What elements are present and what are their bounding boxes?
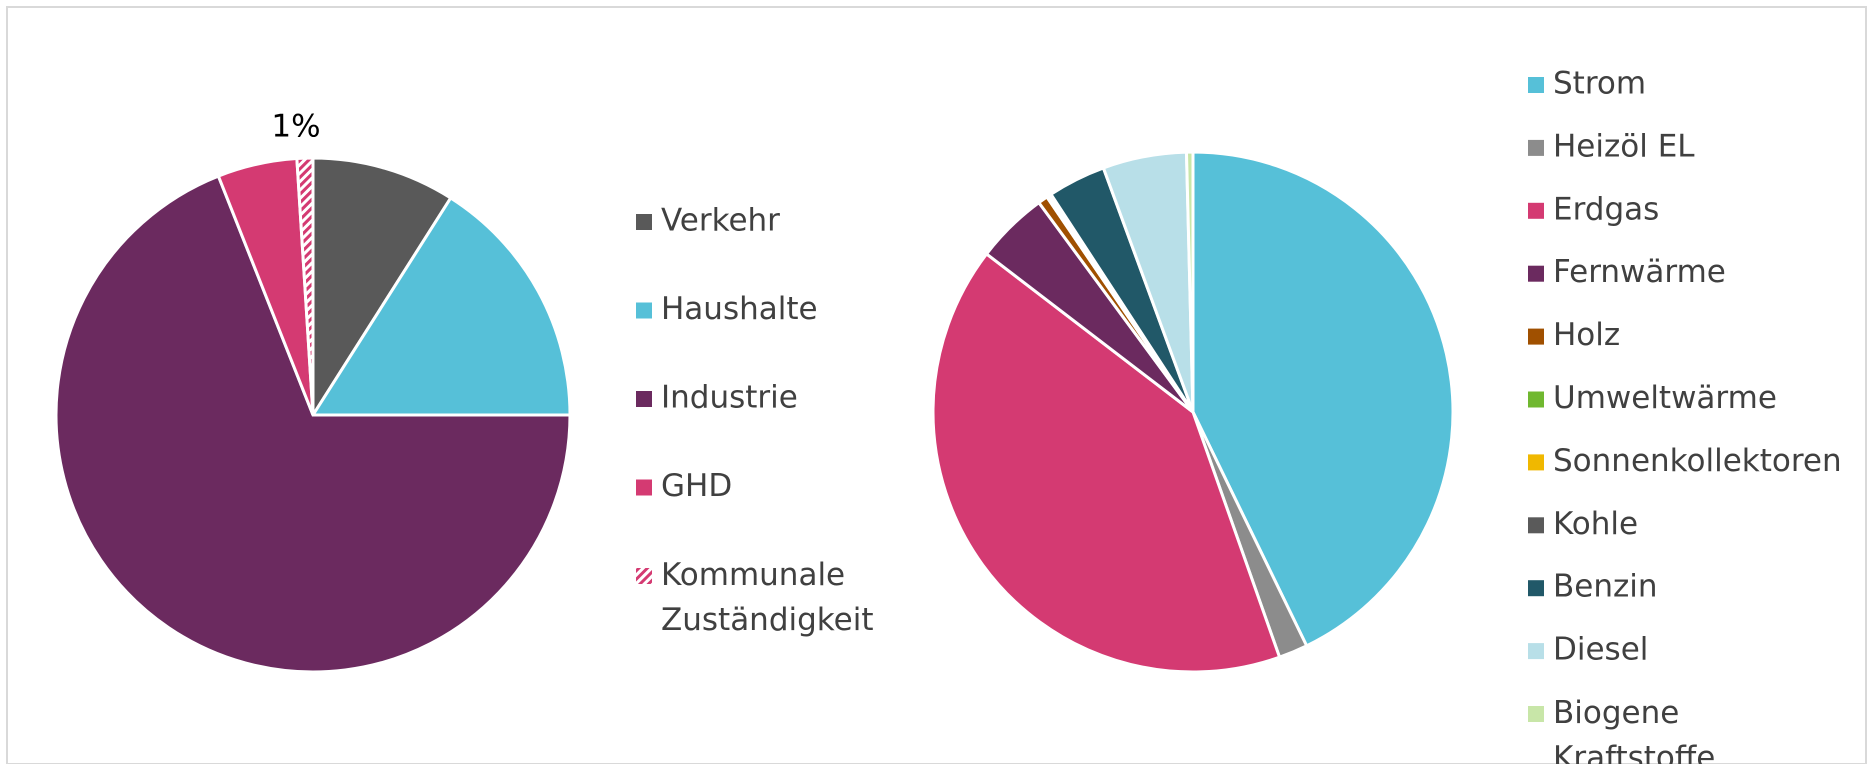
legend-label: Haushalte xyxy=(661,291,818,327)
legend-swatch xyxy=(636,391,652,407)
legend-swatch xyxy=(1528,391,1544,408)
legend-swatch xyxy=(636,479,652,496)
legend-label: Benzin xyxy=(1553,569,1658,605)
legend-swatch xyxy=(636,568,652,584)
legend-label: Strom xyxy=(1553,66,1646,102)
legend-swatch xyxy=(1528,454,1544,471)
legend-label: Holz xyxy=(1553,317,1620,353)
legend-label: Biogene Kraftstoffe xyxy=(1553,695,1715,764)
legend-label: Kohle xyxy=(1553,506,1638,542)
legend-label: Kommunale Zuständigkeit xyxy=(661,557,874,638)
legend-swatch xyxy=(1528,643,1544,660)
pie-slice xyxy=(54,174,572,674)
pie-slice xyxy=(310,195,572,417)
legend-swatch xyxy=(1528,328,1544,345)
legend-label: Verkehr xyxy=(661,203,780,239)
legend-label: Industrie xyxy=(661,380,798,416)
pie-slice xyxy=(1184,150,1195,413)
pie-slice xyxy=(311,156,453,421)
legend-label: Heizöl EL xyxy=(1553,128,1695,164)
legend-label: Umweltwärme xyxy=(1553,380,1777,416)
legend-label: Erdgas xyxy=(1553,191,1659,227)
legend-swatch xyxy=(1528,139,1544,156)
legend-swatch xyxy=(1528,202,1544,219)
pie-slice xyxy=(295,156,315,416)
pie-slice xyxy=(931,251,1282,674)
legend-swatch xyxy=(636,302,652,319)
data-label: 1% xyxy=(271,109,320,145)
frame xyxy=(6,6,1867,764)
legend-swatch xyxy=(1528,265,1544,282)
legend-label: Sonnenkollektoren xyxy=(1553,443,1842,479)
legend-swatch xyxy=(1528,517,1544,534)
legend-label: Diesel xyxy=(1553,632,1648,668)
legend-swatch xyxy=(1528,706,1544,722)
legend-swatch xyxy=(1528,77,1544,93)
legend-label: Fernwärme xyxy=(1553,254,1726,290)
legend-swatch xyxy=(1528,580,1544,597)
legend-label: GHD xyxy=(661,468,732,504)
pie-slice xyxy=(1191,150,1455,648)
legend-swatch xyxy=(636,214,652,230)
